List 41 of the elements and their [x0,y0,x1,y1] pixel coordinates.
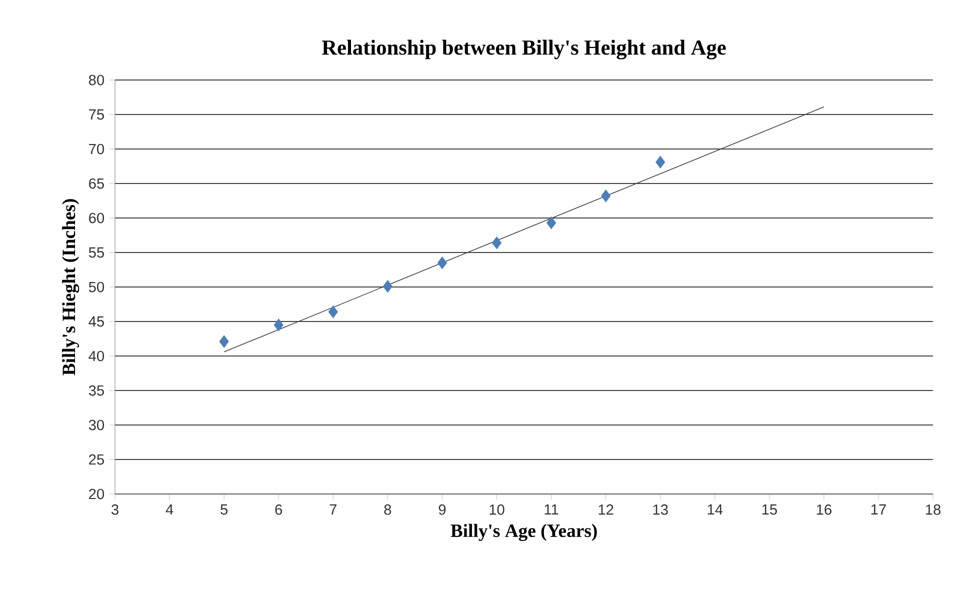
x-tick-label: 12 [598,504,614,515]
x-tick-label: 5 [220,504,228,515]
chart-title: Relationship between Billy's Height and Age [322,40,726,60]
x-tick-label: 13 [653,504,668,515]
x-tick-label: 4 [166,504,174,514]
point [546,216,556,230]
point [656,156,666,168]
y-tick-label: 25 [89,454,104,465]
x-tick-label: 16 [816,504,832,515]
y-tick-label: 80 [88,74,104,86]
y-tick-label: 30 [88,420,104,430]
y-tick-label: 35 [88,385,104,396]
y-tick-label: 75 [89,109,104,120]
x-tick-label: 14 [708,504,723,514]
y-axis-title: Billy's Hieght (Inches) [62,199,80,376]
y-tick-label: 65 [89,178,104,189]
point [601,190,611,202]
y-tick-label: 70 [89,144,104,154]
x-tick-label: 10 [490,504,504,515]
y-tick-label: 55 [88,247,104,258]
x-tick-label: 6 [275,504,282,515]
y-tick-label: 60 [89,212,104,224]
x-axis-title: Billy's Age (Years) [450,524,597,542]
point [437,256,447,270]
point [382,280,392,293]
x-tick-label: 11 [544,504,558,514]
x-tick-label: 17 [871,504,886,514]
point [328,306,338,318]
point [219,335,229,348]
y-tick-label: 50 [88,282,104,292]
x-tick-label: 9 [438,504,446,515]
y-tick-label: 40 [88,350,104,362]
x-tick-label: 8 [384,504,392,515]
x-tick-label: 15 [762,504,777,515]
point [274,318,284,332]
x-tick-label: 3 [111,504,118,515]
x-tick-label: 18 [926,504,941,515]
x-tick-label: 7 [330,504,336,514]
point [492,236,502,250]
y-tick-label: 45 [88,316,104,327]
y-tick-label: 20 [89,488,104,500]
